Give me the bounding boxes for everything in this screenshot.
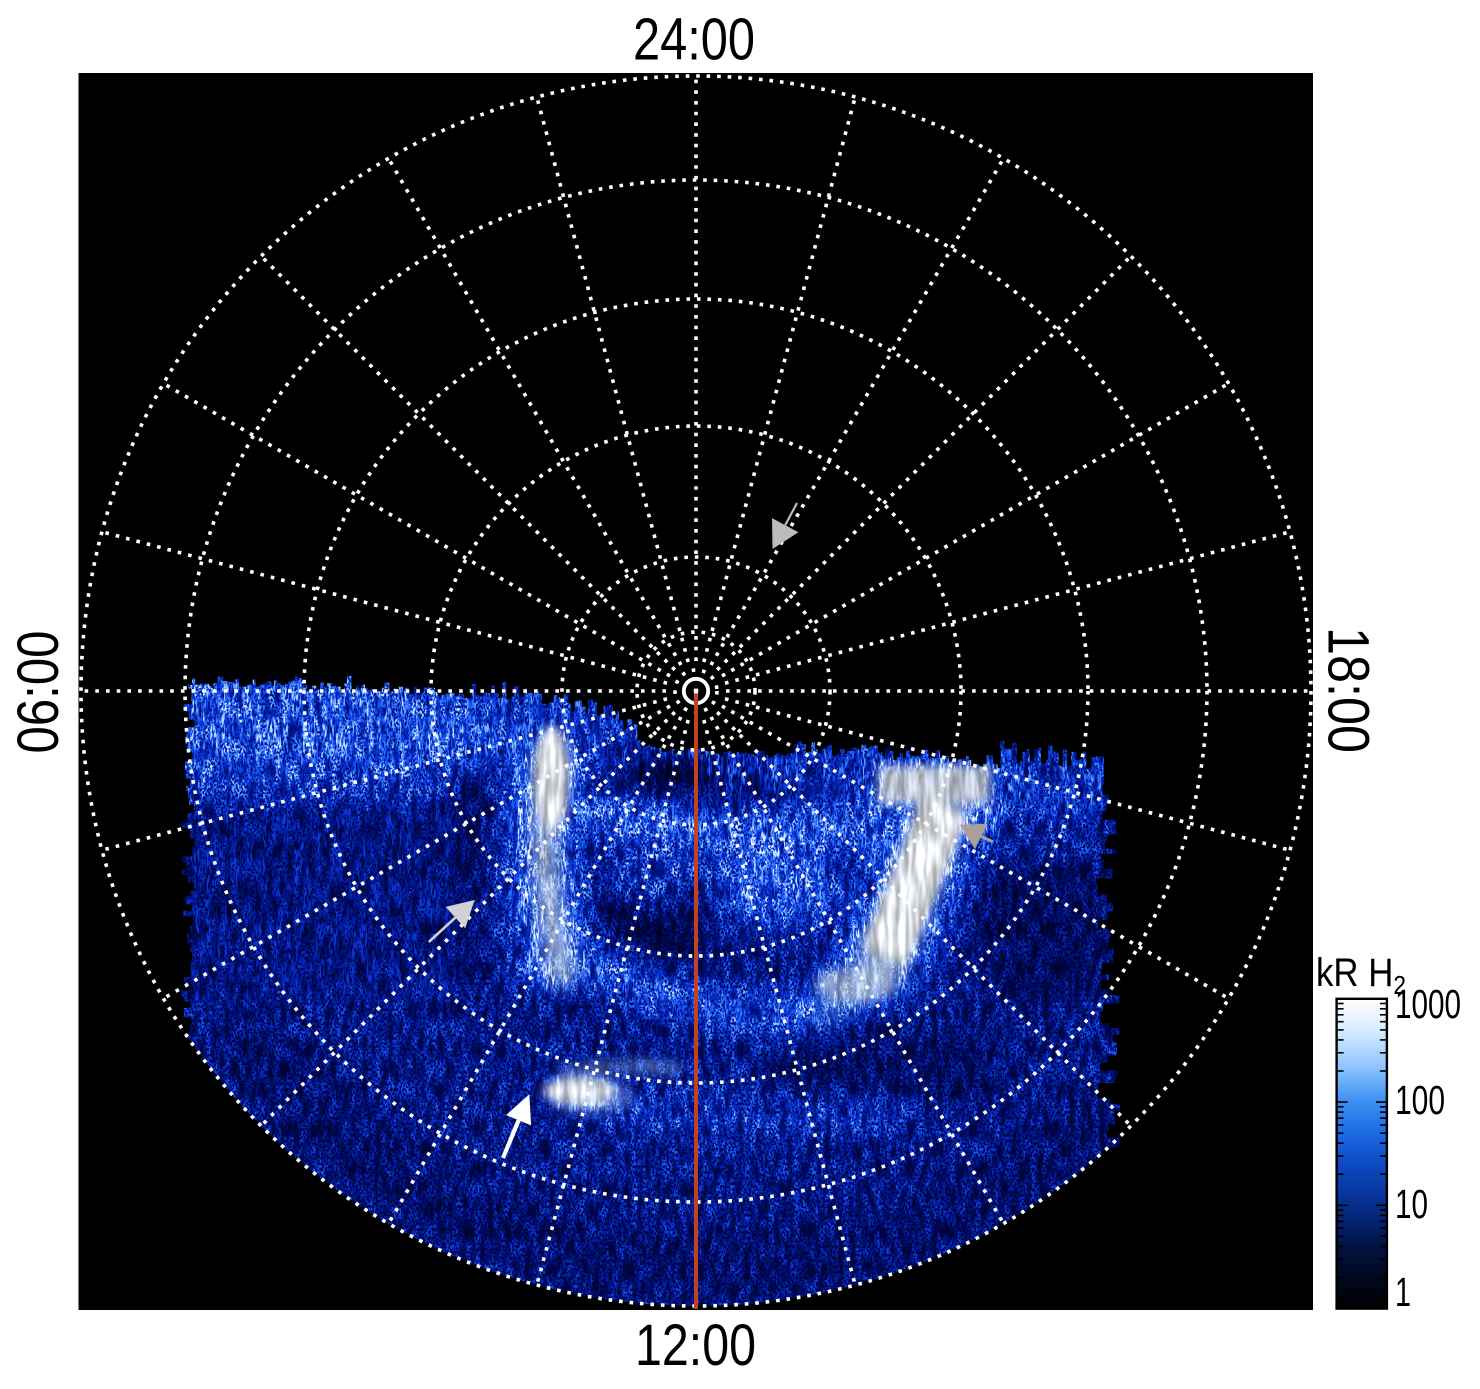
svg-text:1000: 1000 [1395,981,1461,1027]
svg-text:1: 1 [1395,1269,1411,1315]
svg-text:12:00: 12:00 [635,1313,756,1378]
svg-text:06:00: 06:00 [6,631,71,754]
svg-text:18:00: 18:00 [1316,627,1381,753]
svg-text:10: 10 [1395,1181,1428,1227]
svg-text:24:00: 24:00 [633,7,755,73]
svg-text:kR H2: kR H2 [1316,951,1406,1000]
svg-text:100: 100 [1395,1077,1445,1123]
